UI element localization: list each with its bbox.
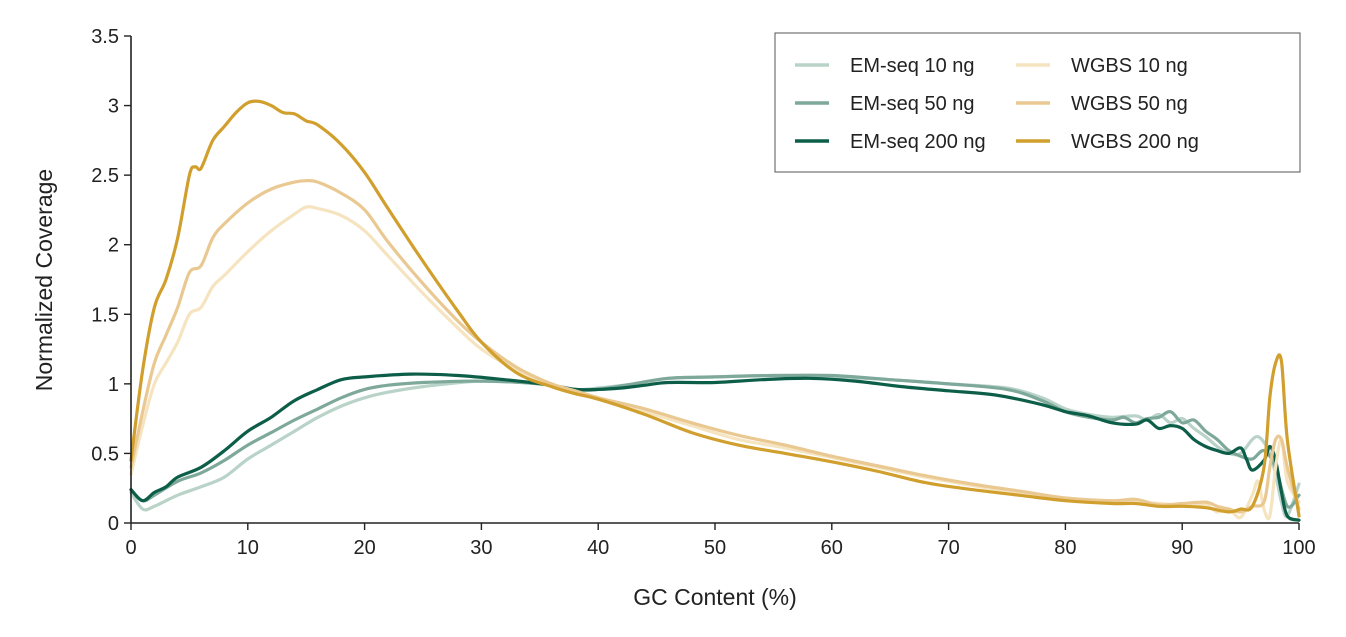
y-tick-label: 0.5 [91,443,119,465]
series-line-em-seq-10-ng [129,373,1301,519]
x-tick-label: 40 [587,537,609,559]
x-tick-label: 80 [1054,537,1076,559]
x-ticks: 0 10 20 30 40 50 60 70 80 90 100 [125,523,1316,559]
x-tick-label: 0 [125,537,136,559]
series-line-wgbs-200-ng [129,99,1301,518]
legend: EM-seq 10 ng EM-seq 50 ng EM-seq 200 ng WGB… [774,32,1301,173]
y-tick-label: 2.5 [91,165,119,187]
x-tick-label: 100 [1282,537,1315,559]
legend-label-em-seq-10-ng: EM-seq 10 ng [850,55,975,77]
legend-label-wgbs-200-ng: WGBS 200 ng [1071,131,1199,153]
x-tick-label: 20 [353,537,375,559]
y-tick-label: 1.5 [91,304,119,326]
y-ticks: 0 0.5 1 1.5 2 2.5 3 3.5 [91,26,131,535]
x-tick-label: 60 [821,537,843,559]
x-axis-title: GC Content (%) [633,584,797,610]
y-axis-title: Normalized Coverage [31,169,57,391]
series-lines [129,99,1301,522]
y-tick-label: 0 [108,513,119,535]
x-tick-label: 50 [704,537,726,559]
legend-label-wgbs-50-ng: WGBS 50 ng [1071,93,1188,115]
series-line-em-seq-200-ng [129,372,1301,522]
x-tick-label: 30 [470,537,492,559]
series-line-wgbs-10-ng [129,205,1301,521]
y-tick-label: 1 [108,374,119,396]
y-tick-label: 3.5 [91,26,119,48]
legend-label-em-seq-50-ng: EM-seq 50 ng [850,93,975,115]
series-line-em-seq-50-ng [129,373,1301,509]
x-tick-label: 90 [1171,537,1193,559]
y-tick-label: 3 [108,96,119,118]
series-line-wgbs-50-ng [129,178,1301,514]
legend-label-em-seq-200-ng: EM-seq 200 ng [850,131,986,153]
x-tick-label: 70 [937,537,959,559]
y-tick-label: 2 [108,235,119,257]
legend-label-wgbs-10-ng: WGBS 10 ng [1071,55,1188,77]
x-tick-label: 10 [237,537,259,559]
